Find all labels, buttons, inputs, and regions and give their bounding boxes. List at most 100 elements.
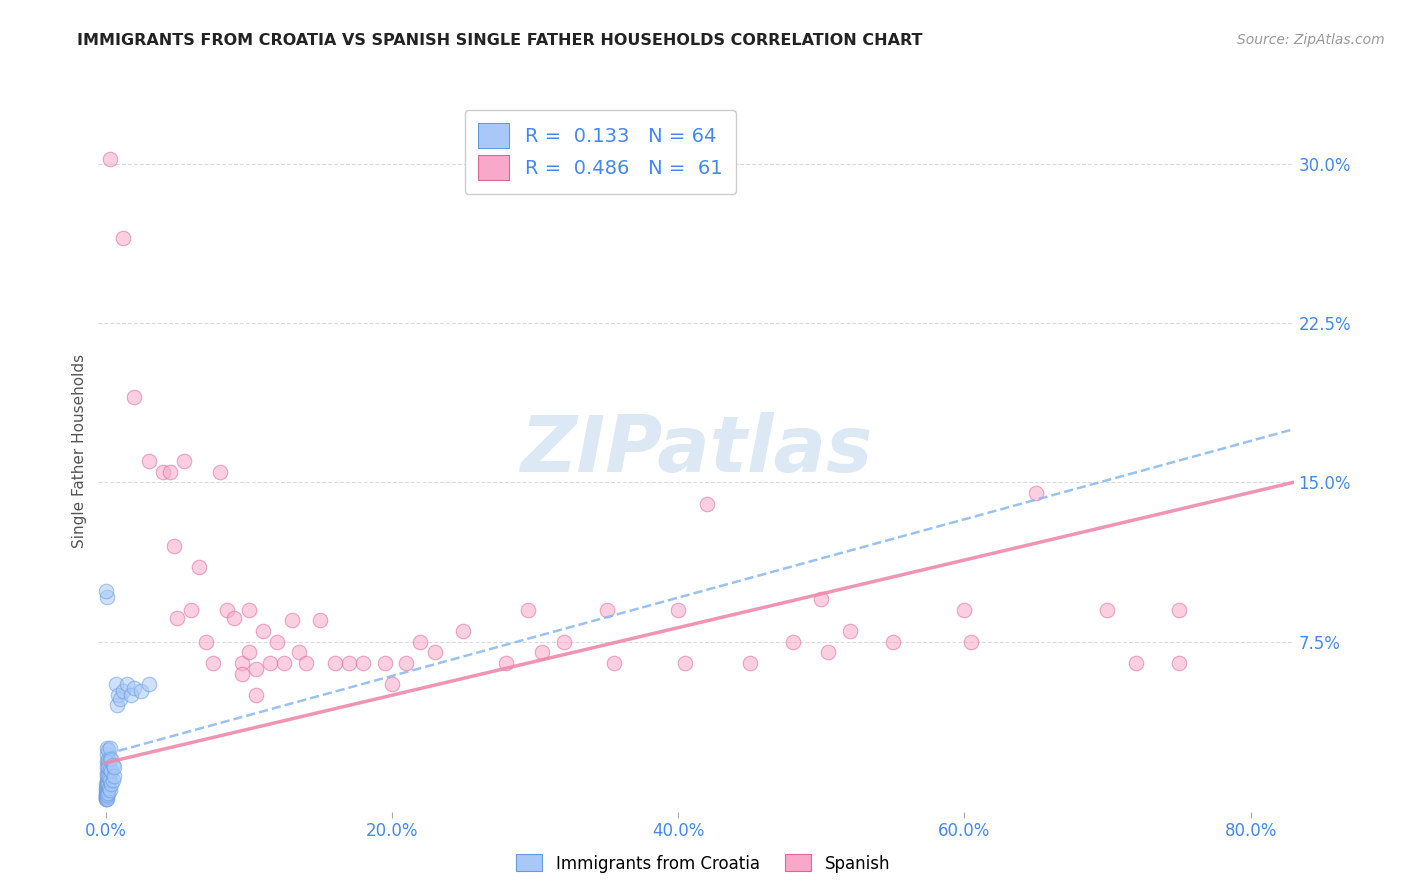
Point — [94, 792, 117, 806]
Point — [98, 153, 121, 167]
Text: IMMIGRANTS FROM CROATIA VS SPANISH SINGLE FATHER HOUSEHOLDS CORRELATION CHART: IMMIGRANTS FROM CROATIA VS SPANISH SINGL… — [77, 33, 922, 48]
Point — [131, 683, 153, 698]
Point — [173, 454, 195, 468]
Point — [122, 681, 145, 696]
Point — [97, 769, 120, 783]
Point — [423, 645, 446, 659]
Point — [96, 769, 118, 783]
Point — [98, 741, 121, 756]
Point — [159, 465, 181, 479]
Point — [96, 777, 118, 791]
Point — [98, 781, 121, 796]
Point — [138, 677, 160, 691]
Point — [323, 656, 346, 670]
Y-axis label: Single Father Households: Single Father Households — [72, 353, 87, 548]
Point — [122, 390, 145, 404]
Point — [96, 788, 118, 802]
Point — [97, 775, 120, 789]
Point — [553, 634, 575, 648]
Point — [94, 788, 117, 802]
Point — [96, 786, 118, 800]
Point — [882, 634, 904, 648]
Point — [98, 772, 121, 787]
Point — [96, 583, 118, 598]
Point — [516, 603, 538, 617]
Point — [96, 772, 118, 787]
Point — [100, 764, 122, 779]
Point — [115, 677, 138, 691]
Point — [96, 754, 118, 768]
Point — [288, 645, 311, 659]
Point — [374, 656, 396, 670]
Point — [97, 777, 120, 791]
Point — [231, 656, 253, 670]
Point — [96, 783, 118, 797]
Point — [97, 786, 120, 800]
Point — [166, 611, 188, 625]
Point — [245, 662, 267, 676]
Point — [602, 656, 624, 670]
Point — [101, 772, 124, 787]
Point — [194, 634, 217, 648]
Point — [696, 497, 718, 511]
Point — [1125, 656, 1147, 670]
Point — [96, 788, 118, 802]
Point — [96, 779, 118, 793]
Point — [238, 603, 260, 617]
Point — [238, 645, 260, 659]
Text: ZIPatlas: ZIPatlas — [520, 412, 872, 489]
Point — [152, 465, 174, 479]
Point — [96, 741, 118, 756]
Point — [960, 634, 983, 648]
Point — [666, 603, 689, 617]
Point — [180, 603, 202, 617]
Point — [531, 645, 554, 659]
Point — [104, 677, 127, 691]
Point — [96, 590, 118, 604]
Point — [838, 624, 860, 639]
Point — [280, 614, 302, 628]
Point — [96, 789, 118, 804]
Legend: R =  0.133   N = 64, R =  0.486   N =  61: R = 0.133 N = 64, R = 0.486 N = 61 — [464, 110, 737, 194]
Point — [96, 760, 118, 774]
Point — [782, 634, 804, 648]
Point — [101, 758, 124, 772]
Point — [96, 747, 118, 762]
Point — [94, 792, 117, 806]
Point — [98, 762, 121, 776]
Point — [96, 781, 118, 796]
Point — [817, 645, 839, 659]
Point — [103, 760, 125, 774]
Point — [97, 751, 120, 765]
Point — [495, 656, 517, 670]
Point — [163, 539, 186, 553]
Point — [97, 756, 120, 770]
Point — [738, 656, 761, 670]
Point — [98, 771, 121, 785]
Legend: Immigrants from Croatia, Spanish: Immigrants from Croatia, Spanish — [509, 847, 897, 880]
Point — [673, 656, 696, 670]
Point — [259, 656, 281, 670]
Point — [94, 789, 117, 804]
Point — [810, 592, 832, 607]
Point — [96, 783, 118, 797]
Point — [1168, 656, 1191, 670]
Point — [201, 656, 224, 670]
Point — [252, 624, 274, 639]
Point — [1097, 603, 1119, 617]
Point — [595, 603, 617, 617]
Point — [1168, 603, 1191, 617]
Point — [100, 777, 122, 791]
Point — [97, 760, 120, 774]
Point — [94, 786, 117, 800]
Point — [98, 751, 121, 765]
Point — [100, 751, 122, 765]
Point — [96, 781, 118, 796]
Point — [97, 783, 120, 797]
Point — [96, 786, 118, 800]
Point — [231, 666, 253, 681]
Point — [337, 656, 360, 670]
Point — [108, 692, 131, 706]
Point — [1025, 486, 1047, 500]
Point — [138, 454, 160, 468]
